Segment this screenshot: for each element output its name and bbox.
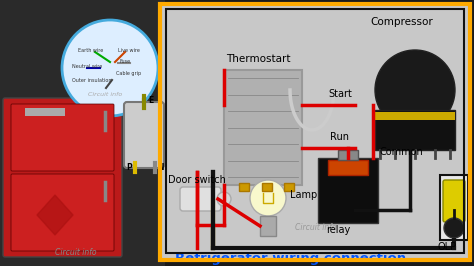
Text: Cable grip: Cable grip [116, 71, 141, 76]
Bar [262, 183, 272, 191]
Text: Lamp: Lamp [290, 190, 317, 200]
Text: OLP: OLP [438, 242, 457, 252]
Text: Run: Run [330, 132, 349, 142]
Text: Door switch: Door switch [168, 175, 226, 185]
Text: Outer insulation: Outer insulation [72, 78, 111, 83]
Bar [375, 112, 455, 120]
Circle shape [250, 180, 286, 216]
Text: Circuit info: Circuit info [55, 248, 97, 257]
FancyBboxPatch shape [3, 98, 122, 257]
FancyBboxPatch shape [180, 187, 221, 211]
FancyBboxPatch shape [124, 102, 164, 168]
Text: Start: Start [328, 89, 352, 99]
Text: Circuit info: Circuit info [88, 92, 122, 97]
Text: E: E [148, 96, 153, 105]
Bar [25, 108, 65, 116]
FancyBboxPatch shape [11, 174, 114, 251]
Bar [160, 4, 470, 260]
Text: P: P [126, 163, 132, 172]
Text: relay: relay [326, 225, 350, 235]
FancyBboxPatch shape [11, 104, 114, 171]
Bar [0, 0, 165, 266]
Text: N: N [157, 163, 164, 172]
Circle shape [62, 20, 158, 116]
Text: Live wire: Live wire [118, 48, 140, 53]
Text: Refrigerator wiring connection: Refrigerator wiring connection [175, 252, 406, 265]
Bar [284, 183, 294, 191]
Polygon shape [37, 195, 73, 235]
Circle shape [444, 218, 464, 238]
Text: Common: Common [380, 147, 424, 157]
Bar [440, 175, 468, 240]
Text: Earth wire: Earth wire [78, 48, 103, 53]
FancyBboxPatch shape [443, 180, 465, 222]
FancyBboxPatch shape [224, 70, 302, 185]
Ellipse shape [217, 192, 231, 206]
Text: Circuit info: Circuit info [295, 223, 337, 232]
Text: Neutral wire: Neutral wire [72, 64, 102, 69]
Bar [160, 4, 470, 260]
Ellipse shape [375, 50, 455, 130]
FancyBboxPatch shape [318, 158, 378, 223]
Bar [239, 183, 249, 191]
Bar [166, 9, 464, 253]
Text: Compressor: Compressor [370, 17, 433, 27]
Bar [338, 150, 358, 160]
Bar [375, 110, 455, 150]
Text: Thermostart: Thermostart [226, 54, 291, 64]
Bar [260, 216, 276, 236]
Bar [328, 160, 368, 175]
Text: Fuse: Fuse [120, 59, 131, 64]
